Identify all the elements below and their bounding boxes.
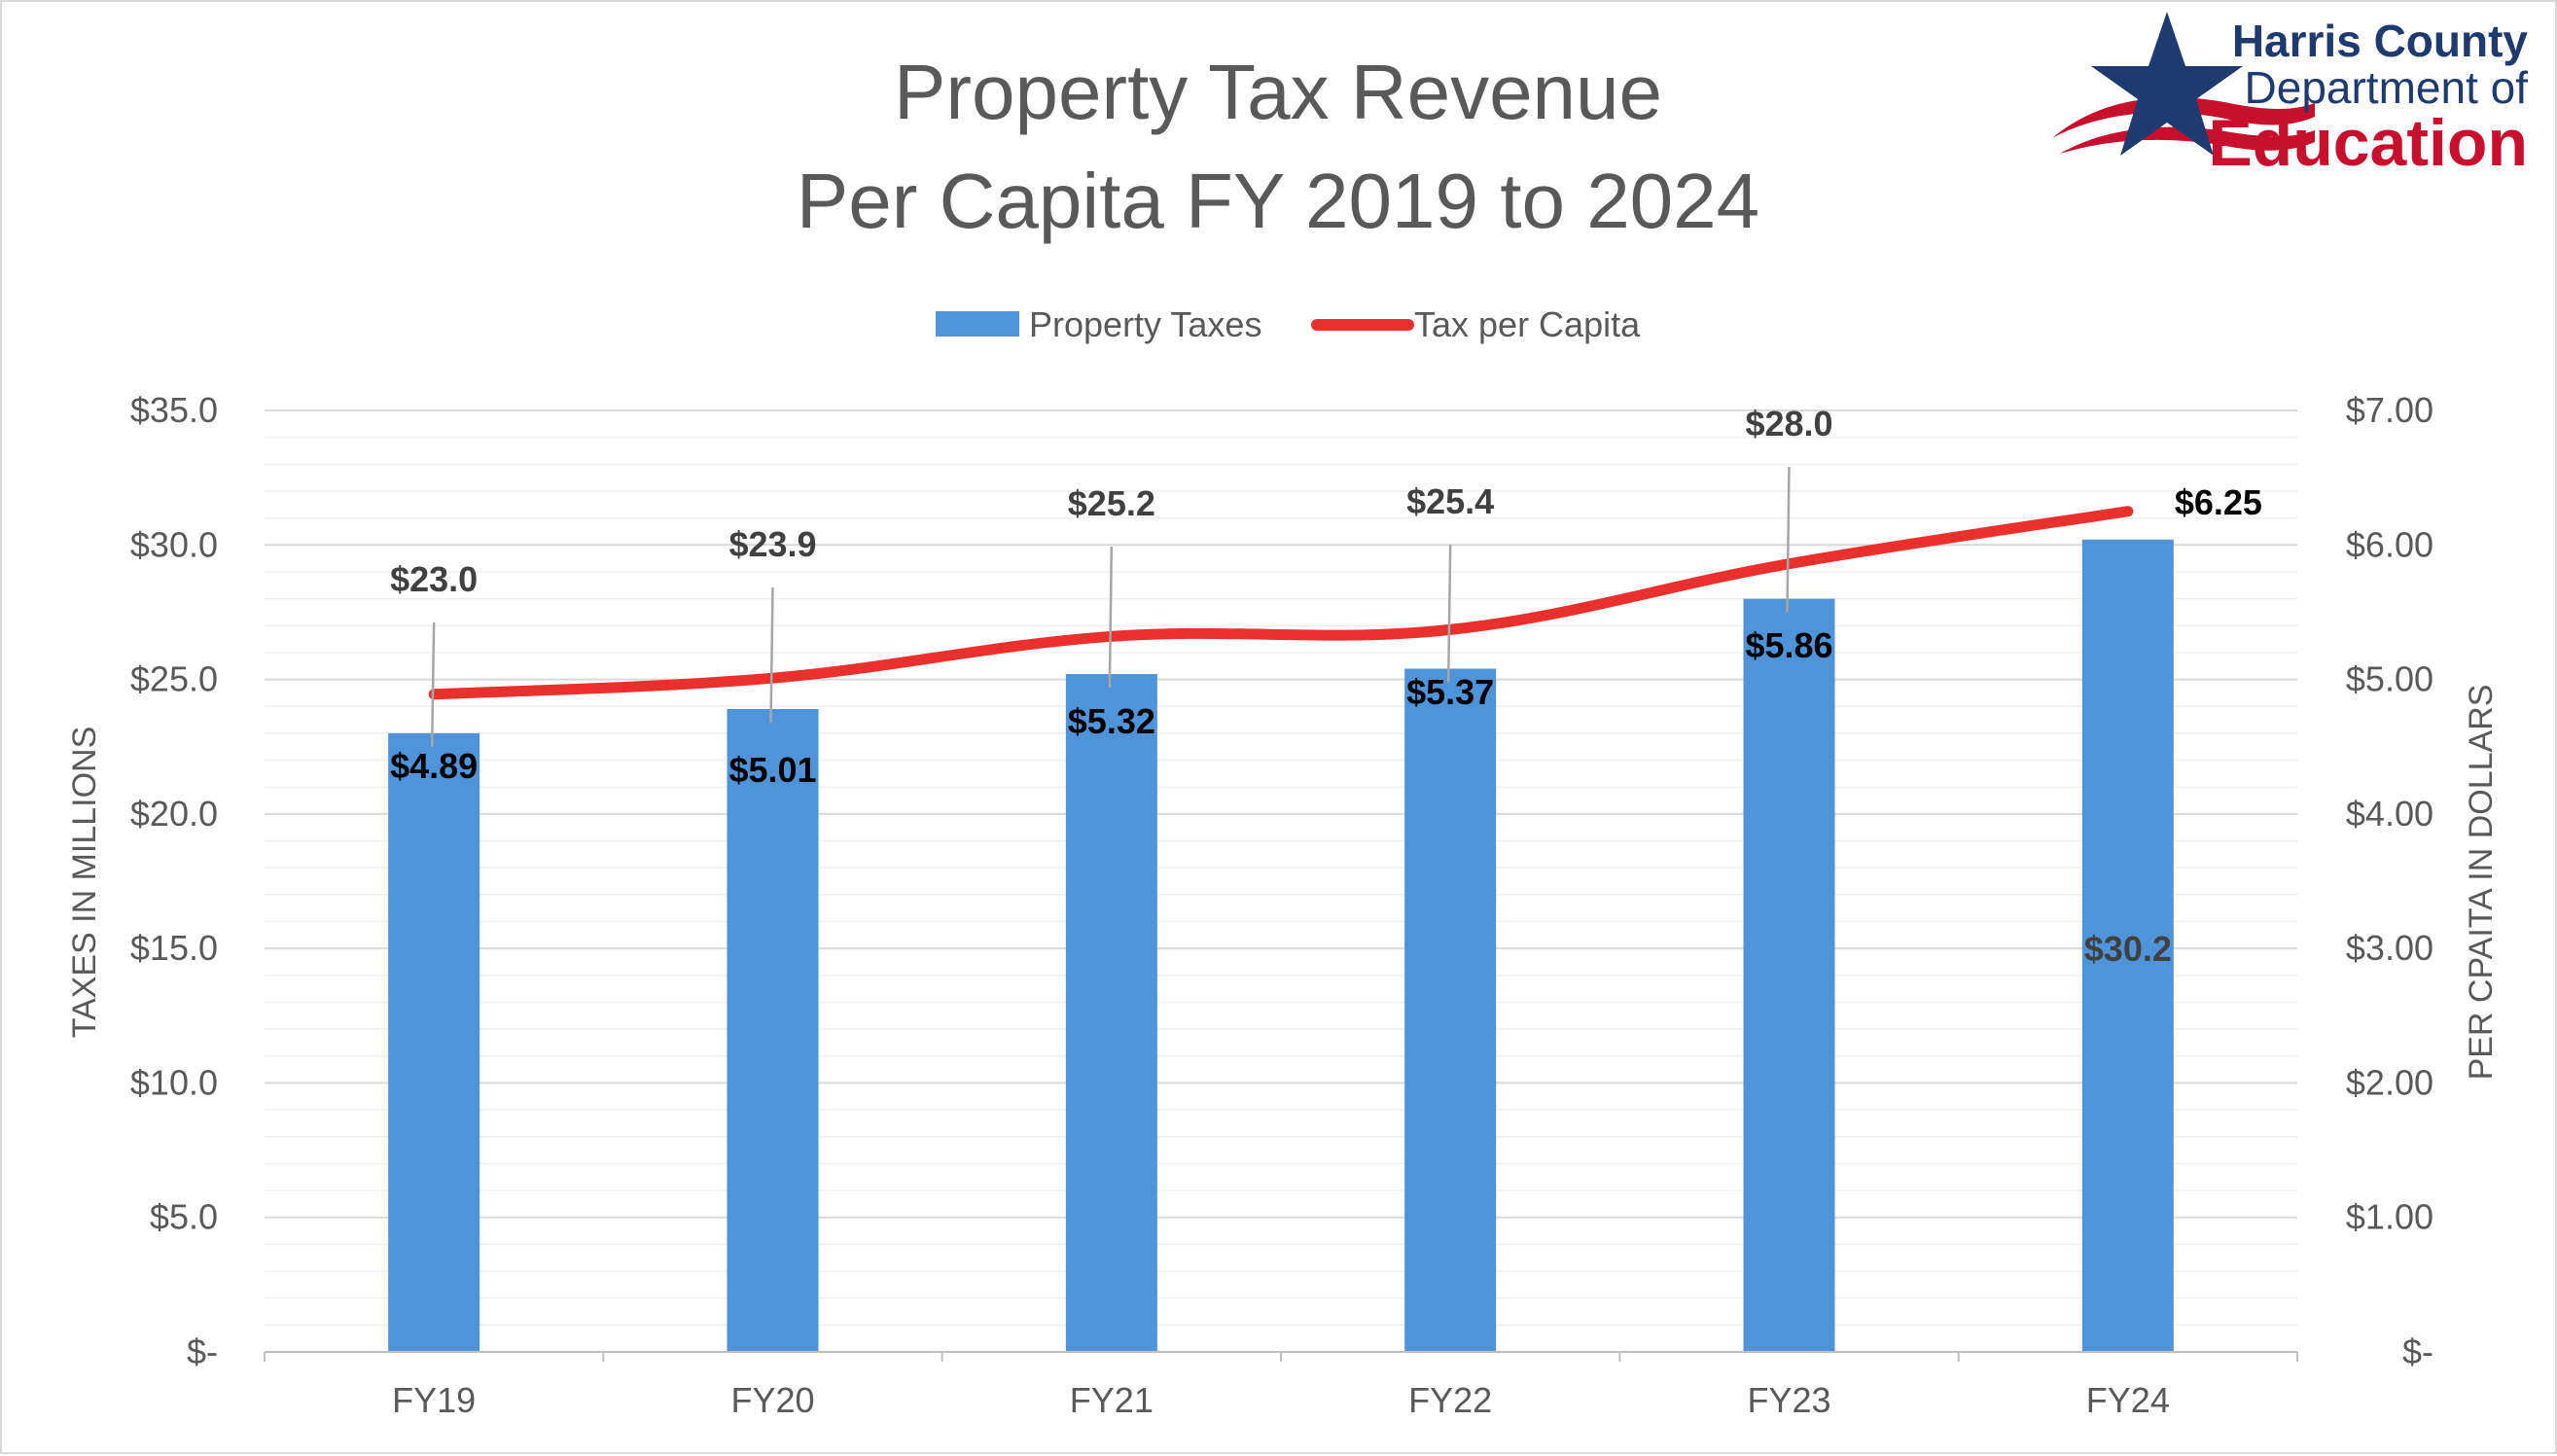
legend: Property Taxes Tax per Capita [936, 304, 1641, 344]
data-labels: $23.0 $23.9 $25.2 $25.4 $28.0 $30.2 $4.89 $5.01… [390, 404, 2262, 969]
x-tick-label: FY21 [1070, 1380, 1154, 1420]
bar-data-label: $25.4 [1406, 481, 1494, 521]
right-tick-label: $2.00 [2346, 1062, 2433, 1102]
right-axis-title: PER CPAITA IN DOLLARS [2463, 685, 2500, 1081]
logo-text-harris-county: Harris County [2232, 16, 2529, 66]
logo-text-department-of: Department of [2245, 62, 2529, 113]
left-tick-label: $- [187, 1332, 218, 1371]
line-data-label: $4.89 [390, 746, 478, 786]
logo-stripe-1 [2052, 97, 2315, 138]
line-data-label: $5.86 [1745, 625, 1832, 665]
right-tick-label: $4.00 [2346, 794, 2433, 834]
left-tick-label: $30.0 [130, 524, 218, 564]
bar-fy22 [1404, 668, 1497, 1352]
left-axis-ticks: $35.0 $30.0 $25.0 $20.0 $15.0 $10.0 $5.0… [130, 390, 218, 1371]
right-tick-label: $- [2402, 1332, 2433, 1371]
chart-title-line-2: Per Capita FY 2019 to 2024 [797, 158, 1759, 244]
right-tick-label: $3.00 [2346, 928, 2433, 968]
bar-fy24 [2081, 539, 2174, 1352]
line-data-label: $5.32 [1068, 701, 1155, 741]
right-axis-ticks: $7.00 $6.00 $5.00 $4.00 $3.00 $2.00 $1.0… [2346, 390, 2433, 1371]
left-tick-label: $25.0 [130, 659, 218, 699]
harris-county-logo: Harris County Department of Education [2052, 12, 2528, 180]
bar-fy23 [1743, 598, 1835, 1352]
bar-fy21 [1065, 674, 1157, 1352]
right-tick-label: $7.00 [2346, 390, 2433, 430]
bar-data-label: $28.0 [1745, 404, 1832, 444]
chart-title-line-1: Property Tax Revenue [894, 49, 1662, 135]
left-tick-label: $5.0 [150, 1197, 218, 1237]
bars [388, 539, 2174, 1352]
star-icon [2091, 12, 2243, 156]
line-data-label: $5.01 [728, 750, 816, 790]
right-tick-label: $1.00 [2346, 1197, 2433, 1237]
bar-data-label: $25.2 [1068, 483, 1155, 523]
left-axis-title: TAXES IN MILLIONS [66, 727, 103, 1039]
logo-text-education: Education [2208, 106, 2528, 180]
x-axis-ticks: FY19 FY20 FY21 FY22 FY23 FY24 [392, 1380, 2170, 1420]
tax-per-capita-line [428, 506, 2134, 700]
right-tick-label: $5.00 [2346, 659, 2433, 699]
gridlines [265, 409, 2297, 1327]
line-data-label: $6.25 [2175, 482, 2262, 522]
bar-data-label: $23.9 [728, 524, 816, 564]
bar-data-label: $30.2 [2084, 929, 2172, 969]
axes [264, 1351, 2298, 1362]
legend-label-tax-per-capita: Tax per Capita [1414, 304, 1641, 344]
x-tick-label: FY19 [392, 1380, 476, 1420]
data-label-leader-line [1108, 546, 1114, 689]
x-tick-label: FY22 [1408, 1380, 1492, 1420]
legend-bar-swatch [936, 311, 1019, 337]
bar-fy20 [727, 708, 819, 1352]
left-tick-label: $10.0 [130, 1062, 218, 1102]
legend-label-property-taxes: Property Taxes [1029, 304, 1261, 344]
data-label-leader-line [1446, 544, 1452, 683]
data-label-leader-line [769, 586, 774, 724]
line-data-label: $5.37 [1406, 672, 1494, 712]
bar-data-label: $23.0 [390, 559, 478, 599]
line-series [428, 506, 2134, 700]
left-tick-label: $20.0 [130, 794, 218, 834]
data-label-leader-line [1786, 466, 1791, 613]
x-tick-label: FY20 [730, 1380, 814, 1420]
left-tick-label: $35.0 [130, 390, 218, 430]
bar-fy19 [388, 732, 480, 1352]
logo-stripe-2 [2060, 126, 2315, 154]
left-tick-label: $15.0 [130, 928, 218, 968]
x-tick-label: FY23 [1747, 1380, 1830, 1420]
data-label-leader-line [430, 621, 436, 747]
x-tick-label: FY24 [2086, 1380, 2170, 1420]
right-tick-label: $6.00 [2346, 524, 2433, 564]
